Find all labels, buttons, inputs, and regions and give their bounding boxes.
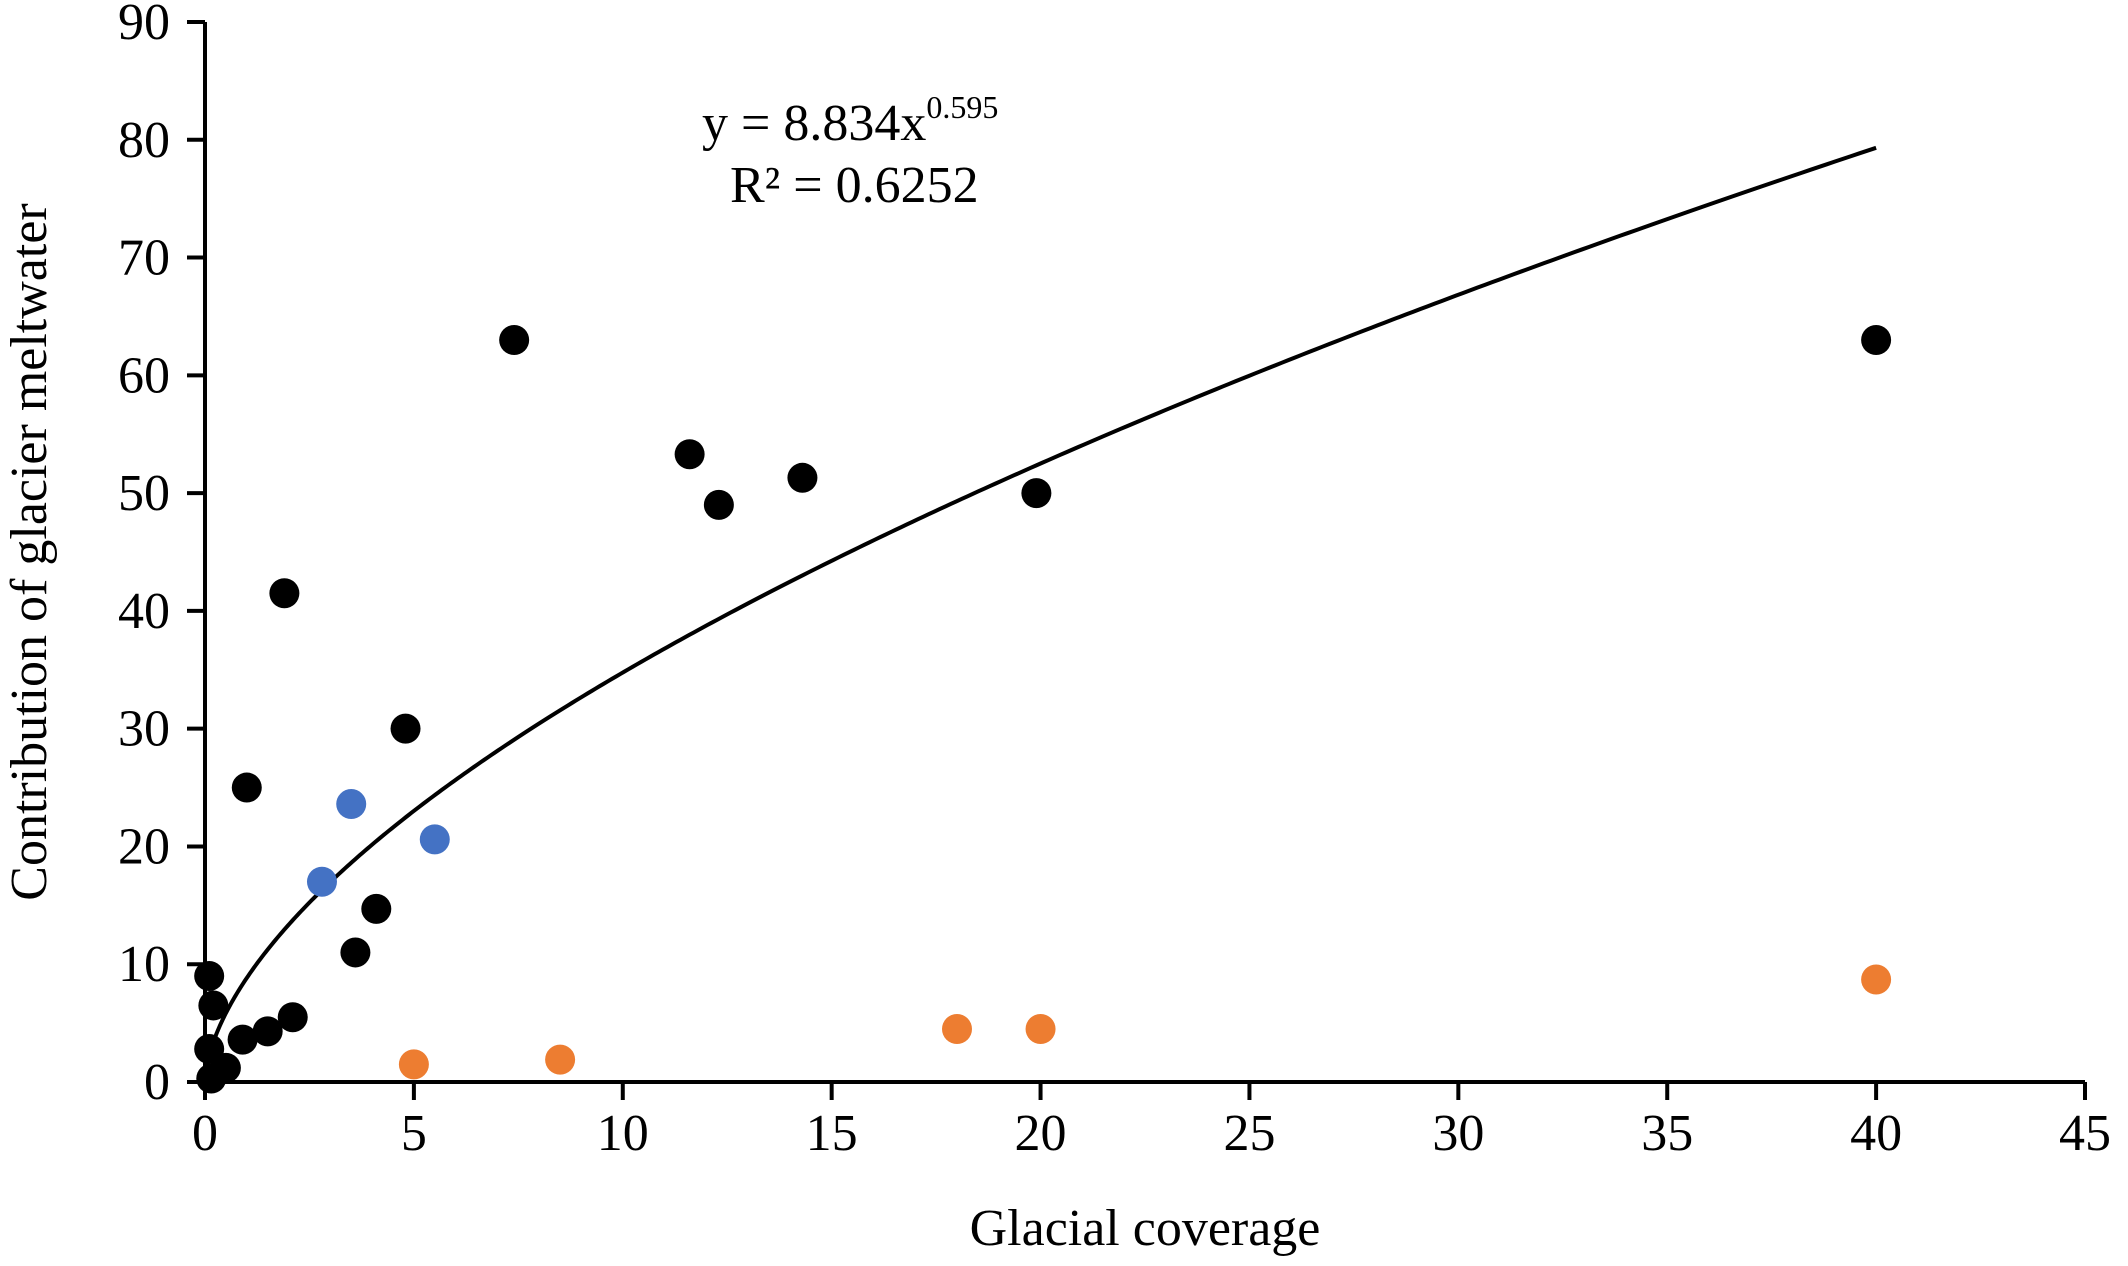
y-tick-label: 70 <box>118 230 170 287</box>
x-tick-label: 0 <box>192 1105 218 1162</box>
data-point-series-2 <box>306 866 337 897</box>
data-point-series-1 <box>787 462 818 493</box>
data-point-series-1 <box>361 893 392 924</box>
x-tick-label: 45 <box>2059 1105 2111 1162</box>
y-ticks: 0 10 20 30 40 50 60 70 80 90 <box>118 0 205 1111</box>
svg-text:y = 8.834x0.595: y = 8.834x0.595 <box>702 89 998 152</box>
data-point-series-1 <box>703 489 734 520</box>
data-point-series-3 <box>1025 1014 1056 1044</box>
x-tick-label: 40 <box>1850 1105 1902 1162</box>
x-tick-label: 10 <box>597 1105 649 1162</box>
x-tick-label: 30 <box>1432 1105 1484 1162</box>
r-squared-label: R² = 0.6252 <box>730 157 979 214</box>
equation-exponent: 0.595 <box>926 89 998 125</box>
data-point-series-1 <box>252 1016 283 1047</box>
data-point-series-1 <box>1861 325 1892 355</box>
y-tick-label: 40 <box>118 583 170 640</box>
y-tick-label: 50 <box>118 465 170 522</box>
data-points <box>194 325 1892 1094</box>
data-point-series-1 <box>231 772 262 803</box>
x-tick-label: 35 <box>1641 1105 1693 1162</box>
x-axis: 0 5 10 15 20 25 30 35 40 45 Glacial coverage <box>192 1080 2111 1257</box>
x-tick-label: 20 <box>1015 1105 1067 1162</box>
y-tick-label: 80 <box>118 112 170 169</box>
power-trendline <box>205 145 1877 1065</box>
y-tick-label: 10 <box>118 936 170 993</box>
x-tick-label: 15 <box>806 1105 858 1162</box>
data-point-series-1 <box>340 937 371 968</box>
data-point-series-3 <box>398 1049 429 1080</box>
y-axis-title: Contribution of glacier meltwater <box>1 203 58 900</box>
y-tick-label: 90 <box>118 0 170 51</box>
data-point-series-3 <box>1861 964 1892 995</box>
trendline-equation: y = 8.834x0.595 R² = 0.6252 <box>702 89 998 214</box>
data-point-series-3 <box>942 1014 972 1044</box>
data-point-series-1 <box>277 1002 308 1033</box>
data-point-series-1 <box>210 1052 241 1083</box>
x-ticks: 0 5 10 15 20 25 30 35 40 45 <box>192 1082 2111 1162</box>
y-tick-label: 0 <box>144 1054 170 1111</box>
data-point-series-1 <box>269 578 300 609</box>
data-point-series-1 <box>1021 478 1052 509</box>
y-axis: 0 10 20 30 40 50 60 70 80 90 Contribution of glac… <box>1 0 207 1111</box>
x-tick-label: 5 <box>401 1105 427 1162</box>
equation-base: y = 8.834x <box>702 95 926 152</box>
data-point-series-1 <box>227 1024 258 1055</box>
data-point-series-1 <box>390 713 421 744</box>
data-point-series-3 <box>545 1044 576 1075</box>
y-tick-label: 20 <box>118 818 170 875</box>
data-point-series-2 <box>419 824 450 855</box>
data-point-series-2 <box>336 789 367 820</box>
x-axis-title: Glacial coverage <box>970 1200 1321 1257</box>
x-tick-label: 25 <box>1223 1105 1275 1162</box>
data-point-series-1 <box>198 990 229 1021</box>
y-tick-label: 60 <box>118 347 170 404</box>
data-point-series-1 <box>194 961 225 991</box>
y-tick-label: 30 <box>118 701 170 758</box>
data-point-series-1 <box>674 439 705 470</box>
data-point-series-1 <box>499 325 530 355</box>
